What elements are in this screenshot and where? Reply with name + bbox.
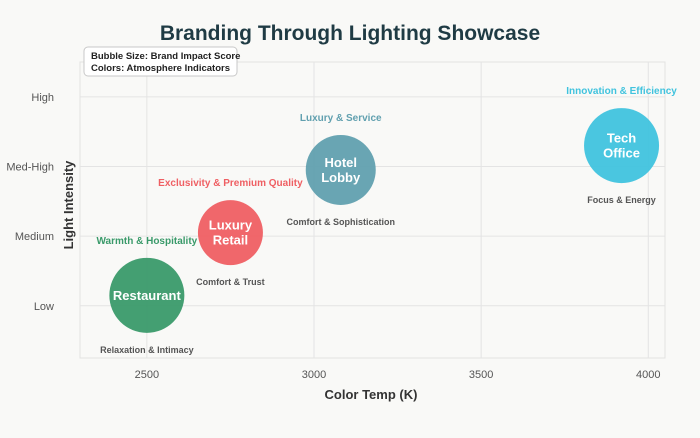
x-tick-label: 2500 [135, 369, 159, 381]
bottom-annotation: Focus & Energy [587, 195, 656, 205]
top-annotation: Innovation & Efficiency [566, 86, 677, 97]
bubble-label: Restaurant [113, 288, 182, 303]
bubble-label: Office [603, 146, 640, 161]
y-tick-label: Med-High [6, 161, 54, 173]
top-annotation: Luxury & Service [300, 113, 382, 124]
y-tick-label: High [31, 92, 54, 104]
bottom-annotation: Comfort & Trust [196, 277, 265, 287]
bubble-label: Hotel [324, 155, 357, 170]
plot-area-border [79, 61, 666, 359]
x-axis-title: Color Temp (K) [325, 387, 418, 402]
bubble [109, 257, 185, 333]
bubble-label: Lobby [321, 170, 361, 185]
bubble [197, 200, 263, 266]
bubble-label: Tech [607, 131, 636, 146]
legend-line-size: Bubble Size: Brand Impact Score [91, 51, 240, 62]
bubble-label: Luxury [209, 218, 253, 233]
legend-line-colors: Colors: Atmosphere Indicators [91, 63, 230, 74]
top-annotation: Exclusivity & Premium Quality [158, 178, 303, 189]
legend: Bubble Size: Brand Impact Score Colors: … [83, 46, 240, 77]
top-annotation: Warmth & Hospitality [96, 236, 197, 247]
x-tick-label: 3000 [302, 369, 326, 381]
bottom-annotation: Comfort & Sophistication [286, 217, 395, 227]
annotations: Warmth & Hospitality Relaxation & Intimac… [96, 86, 677, 355]
y-axis-title: Light Intensity [61, 160, 76, 250]
bubble [584, 108, 660, 184]
bubble-label: Retail [213, 233, 248, 248]
x-tick-label: 3500 [469, 369, 493, 381]
axis-ticks: 2500 3000 3500 4000 Low Medium Med-High High [6, 92, 660, 381]
x-tick-label: 4000 [636, 369, 660, 381]
bubble [305, 134, 376, 205]
legend-box [83, 46, 238, 77]
y-tick-label: Low [34, 301, 54, 313]
y-tick-label: Medium [15, 231, 54, 243]
chart-title: Branding Through Lighting Showcase [160, 22, 540, 45]
bottom-annotation: Relaxation & Intimacy [100, 345, 194, 355]
